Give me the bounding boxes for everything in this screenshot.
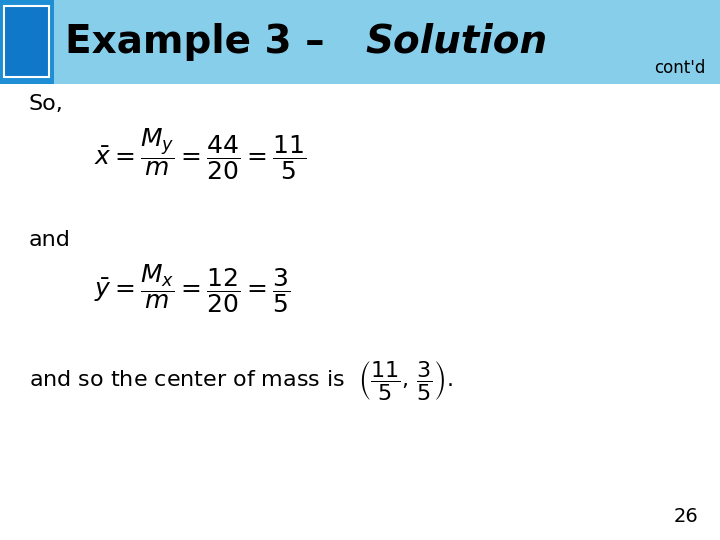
Text: Solution: Solution <box>366 23 548 61</box>
Text: $\bar{x} = \dfrac{M_y}{m} = \dfrac{44}{20} = \dfrac{11}{5}$: $\bar{x} = \dfrac{M_y}{m} = \dfrac{44}{2… <box>94 126 305 181</box>
Text: So,: So, <box>29 94 63 114</box>
Text: cont'd: cont'd <box>654 59 706 77</box>
Text: Example 3 –: Example 3 – <box>65 23 338 61</box>
Text: $\bar{y} = \dfrac{M_x}{m} = \dfrac{12}{20} = \dfrac{3}{5}$: $\bar{y} = \dfrac{M_x}{m} = \dfrac{12}{2… <box>94 263 289 315</box>
FancyBboxPatch shape <box>0 0 54 84</box>
Text: and: and <box>29 230 71 249</box>
Text: and so the center of mass is  $\left(\dfrac{11}{5},\, \dfrac{3}{5}\right).$: and so the center of mass is $\left(\dfr… <box>29 359 453 402</box>
FancyBboxPatch shape <box>0 0 720 84</box>
Text: 26: 26 <box>674 508 698 526</box>
FancyBboxPatch shape <box>4 6 49 77</box>
